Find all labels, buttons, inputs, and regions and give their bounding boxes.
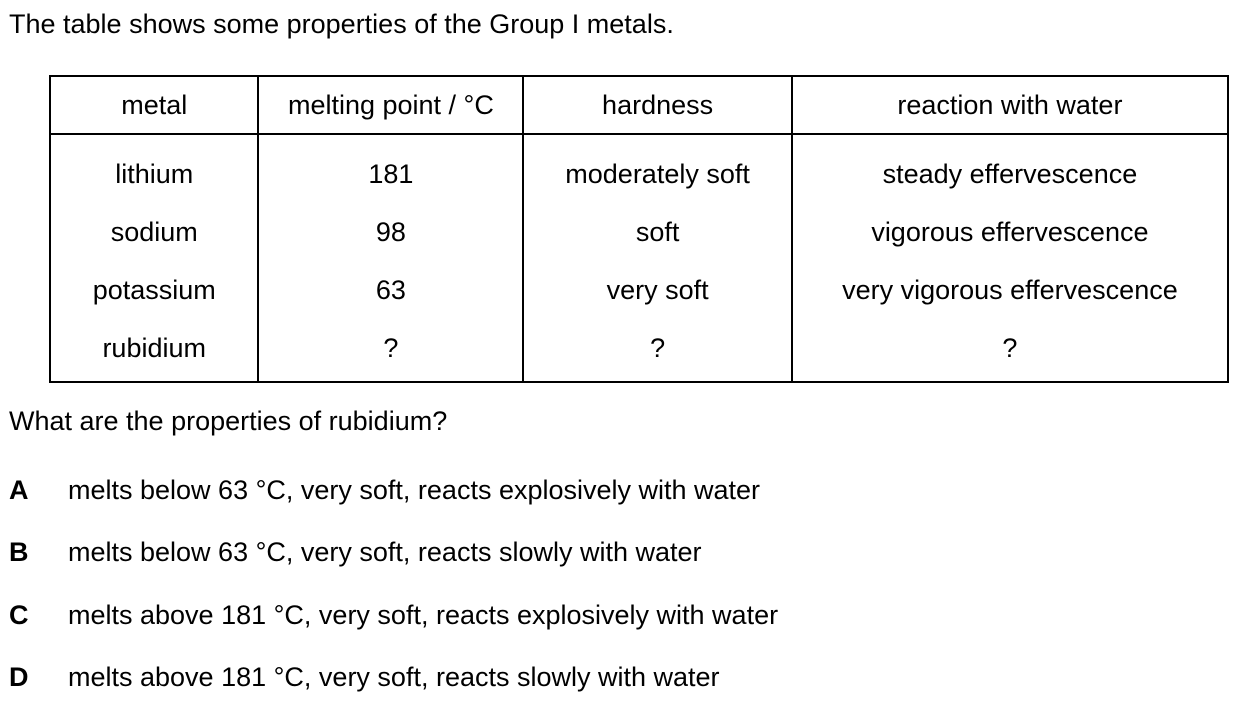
option-text: melts below 63 °C, very soft, reacts exp… (68, 475, 761, 505)
cell-reaction: very vigorous effervescence (790, 261, 1230, 319)
cell-metal: lithium (48, 134, 260, 203)
table-header-row: metal melting point / °C hardness reacti… (48, 76, 1230, 135)
option-letter: D (9, 662, 29, 692)
option-text: melts above 181 °C, very soft, reacts ex… (68, 600, 779, 630)
cell-hardness: moderately soft (522, 134, 793, 203)
cell-hardness: ? (522, 319, 793, 382)
cell-metal: rubidium (48, 319, 260, 382)
properties-table: metal melting point / °C hardness reacti… (48, 75, 1230, 383)
cell-melting-point: 98 (257, 203, 525, 261)
header-reaction-with-water: reaction with water (790, 76, 1230, 135)
cell-melting-point: ? (257, 319, 525, 382)
option-letter: C (9, 600, 29, 630)
cell-melting-point: 63 (257, 261, 525, 319)
intro-text: The table shows some properties of the G… (9, 9, 674, 39)
option-letter: A (9, 475, 29, 505)
cell-reaction: ? (790, 319, 1230, 382)
cell-melting-point: 181 (257, 134, 525, 203)
cell-metal: sodium (48, 203, 260, 261)
cell-reaction: steady effervescence (790, 134, 1230, 203)
option-text: melts above 181 °C, very soft, reacts sl… (68, 662, 720, 692)
table-row: potassium 63 very soft very vigorous eff… (48, 261, 1230, 319)
cell-hardness: soft (522, 203, 793, 261)
question-text: What are the properties of rubidium? (9, 406, 448, 436)
header-hardness: hardness (522, 76, 793, 135)
header-melting-point: melting point / °C (257, 76, 525, 135)
cell-metal: potassium (48, 261, 260, 319)
header-metal: metal (48, 76, 260, 135)
cell-reaction: vigorous effervescence (790, 203, 1230, 261)
table-row: sodium 98 soft vigorous effervescence (48, 203, 1230, 261)
table-row: lithium 181 moderately soft steady effer… (48, 134, 1230, 203)
cell-hardness: very soft (522, 261, 793, 319)
option-text: melts below 63 °C, very soft, reacts slo… (68, 537, 702, 567)
table-row: rubidium ? ? ? (48, 319, 1230, 382)
option-letter: B (9, 537, 29, 567)
